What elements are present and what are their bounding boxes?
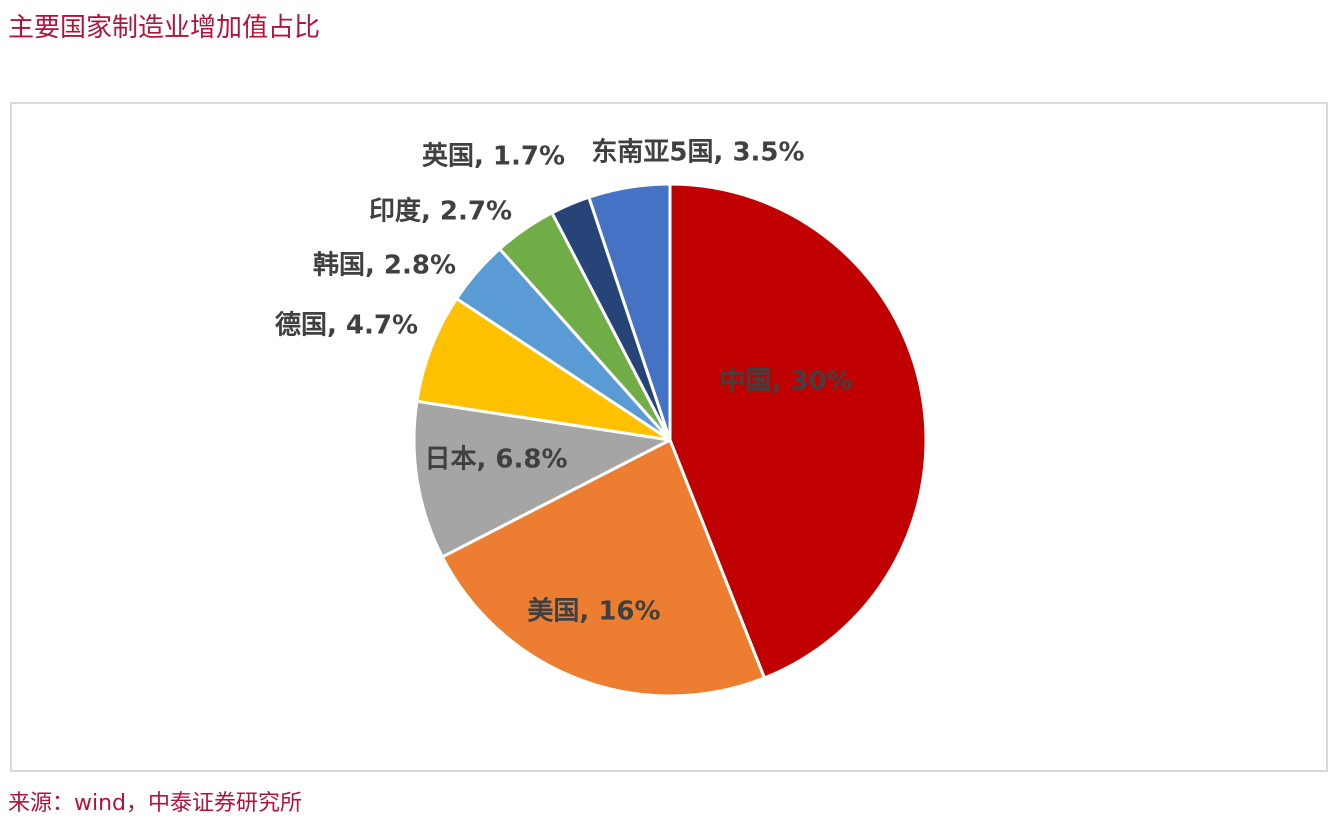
slice-label-1: 中国, 30% xyxy=(719,367,852,397)
pie-labels: 中国, 30% 美国, 16% 日本, 6.8% 德国, 4.7% 韩国, 2.8% 印度… xyxy=(275,137,853,627)
page-title: 主要国家制造业增加值占比 xyxy=(8,13,321,43)
source-note: 来源：wind，中泰证券研究所 xyxy=(8,791,303,816)
pie-slice-4 xyxy=(415,297,672,442)
pie-slices xyxy=(412,182,928,698)
slice-label-8: 东南亚5国, 3.5% xyxy=(591,137,804,168)
slice-label-4: 德国, 4.7% xyxy=(275,311,418,341)
pie-slice-3 xyxy=(412,399,672,559)
slice-label-5: 韩国, 2.8% xyxy=(313,251,456,281)
pie-slice-1 xyxy=(668,182,928,680)
slice-label-7: 英国, 1.7% xyxy=(422,142,565,172)
pie-slice-2 xyxy=(440,438,766,698)
slice-label-3: 日本, 6.8% xyxy=(424,445,567,475)
pie-slice-8 xyxy=(587,182,672,442)
slice-label-2: 美国, 16% xyxy=(527,596,660,627)
slice-label-6: 印度, 2.7% xyxy=(369,196,512,227)
